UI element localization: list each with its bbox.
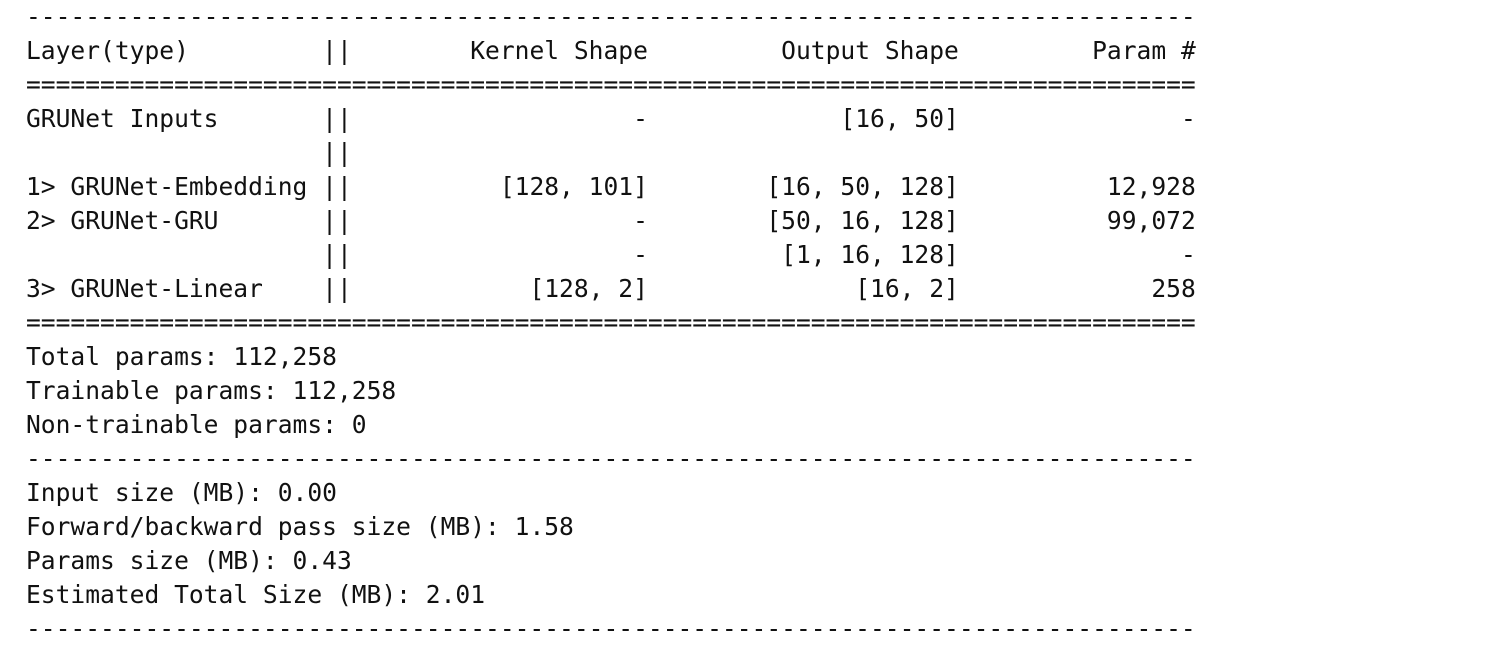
- total-params-label: Total params:: [26, 342, 219, 371]
- params-size-label: Params size (MB):: [26, 546, 278, 575]
- row-3-param-cell: 99,072: [958, 206, 1196, 235]
- row-3-output-cell: [50, 16, 128]: [647, 206, 959, 235]
- row-0-param-cell: -: [958, 104, 1196, 133]
- table-row-gru-hidden: || - [1, 16, 128] -: [26, 238, 1196, 272]
- header-equal-rule: ========================================…: [26, 70, 1196, 99]
- table-row-spacer: ||: [26, 136, 1196, 170]
- row-2-layer-cell: 1> GRUNet-Embedding: [26, 172, 323, 201]
- header-param-cell: Param #: [958, 36, 1196, 65]
- params-size-space: [278, 546, 293, 575]
- non-trainable-params-line: Non-trainable params: 0: [26, 408, 1196, 442]
- row-2-kernel-cell: [128, 101]: [351, 172, 648, 201]
- row-0-kernel-cell: -: [351, 104, 648, 133]
- row-4-kernel-cell: -: [351, 240, 648, 269]
- row-5-output-cell: [16, 2]: [647, 274, 959, 303]
- model-summary-console: ----------------------------------------…: [26, 0, 1196, 646]
- row-2-output-cell: [16, 50, 128]: [647, 172, 959, 201]
- row-1-param-cell: [959, 138, 1196, 167]
- header-layer-cell: Layer(type): [26, 36, 323, 65]
- row-1-kernel-cell: [352, 138, 648, 167]
- row-5-layer-cell: 3> GRUNet-Linear: [26, 274, 323, 303]
- row-1-output-cell: [648, 138, 959, 167]
- row-3-kernel-cell: -: [351, 206, 648, 235]
- forward-size-space: [500, 512, 515, 541]
- row-5-param-cell: 258: [958, 274, 1196, 303]
- non-trainable-params-value: 0: [351, 410, 367, 439]
- table-row-inputs: GRUNet Inputs || - [16, 50] -: [26, 102, 1196, 136]
- row-0-output-cell: [16, 50]: [647, 104, 959, 133]
- top-dash-rule: ----------------------------------------…: [26, 2, 1196, 31]
- row-0-separator: ||: [322, 104, 352, 133]
- trainable-params-space: [278, 376, 293, 405]
- row-3-separator: ||: [322, 206, 352, 235]
- row-4-layer-cell: [26, 240, 322, 269]
- params-size-line: Params size (MB): 0.43: [26, 544, 1196, 578]
- row-5-separator: ||: [322, 274, 352, 303]
- header-kernel-cell: Kernel Shape: [351, 36, 648, 65]
- row-0-layer-cell: GRUNet Inputs: [26, 104, 323, 133]
- estimated-size-value: 2.01: [425, 580, 486, 609]
- non-trainable-params-space: [337, 410, 352, 439]
- row-4-output-cell: [1, 16, 128]: [647, 240, 959, 269]
- row-2-param-cell: 12,928: [958, 172, 1196, 201]
- estimated-size-label: Estimated Total Size (MB):: [26, 580, 411, 609]
- row-1-layer-cell: [26, 138, 322, 167]
- row-2-separator: ||: [322, 172, 352, 201]
- table-row-embedding: 1> GRUNet-Embedding || [128, 101] [16, 5…: [26, 170, 1196, 204]
- row-5-kernel-cell: [128, 2]: [351, 274, 648, 303]
- estimated-size-line: Estimated Total Size (MB): 2.01: [26, 578, 1196, 612]
- row-4-separator: ||: [322, 240, 352, 269]
- trainable-params-line: Trainable params: 112,258: [26, 374, 1196, 408]
- trainable-params-value: 112,258: [292, 376, 397, 405]
- forward-size-value: 1.58: [514, 512, 574, 541]
- header-output-cell: Output Shape: [647, 36, 959, 65]
- middle-dash-rule: ----------------------------------------…: [26, 444, 1196, 473]
- input-size-value: 0.00: [277, 478, 337, 507]
- header-separator: ||: [322, 36, 352, 65]
- input-size-label: Input size (MB):: [26, 478, 263, 507]
- bottom-dash-rule: ----------------------------------------…: [26, 614, 1196, 643]
- forward-size-label: Forward/backward pass size (MB):: [26, 512, 500, 541]
- estimated-size-space: [411, 580, 426, 609]
- total-params-line: Total params: 112,258: [26, 340, 1196, 374]
- non-trainable-params-label: Non-trainable params:: [26, 410, 337, 439]
- input-size-line: Input size (MB): 0.00: [26, 476, 1196, 510]
- total-params-value: 112,258: [233, 342, 337, 371]
- footer-equal-rule: ========================================…: [26, 308, 1196, 337]
- forward-size-line: Forward/backward pass size (MB): 1.58: [26, 510, 1196, 544]
- table-header-row: Layer(type) || Kernel Shape Output Shape…: [26, 34, 1196, 68]
- table-row-linear: 3> GRUNet-Linear || [128, 2] [16, 2] 258: [26, 272, 1196, 306]
- params-size-value: 0.43: [292, 546, 352, 575]
- input-size-space: [263, 478, 278, 507]
- table-row-gru: 2> GRUNet-GRU || - [50, 16, 128] 99,072: [26, 204, 1196, 238]
- row-1-separator: ||: [322, 138, 352, 167]
- row-3-layer-cell: 2> GRUNet-GRU: [26, 206, 323, 235]
- total-params-space: [219, 342, 234, 371]
- row-4-param-cell: -: [958, 240, 1196, 269]
- trainable-params-label: Trainable params:: [26, 376, 278, 405]
